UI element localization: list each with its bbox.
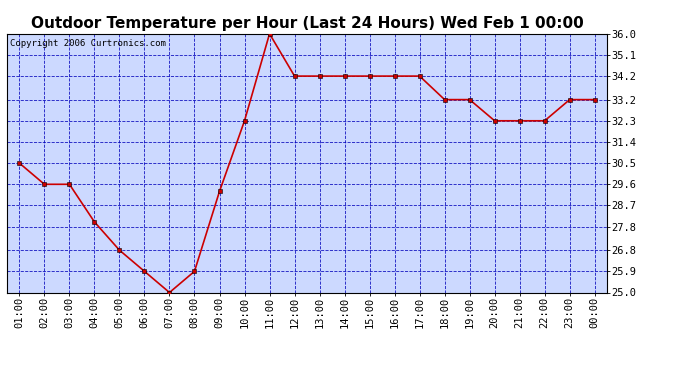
Text: Copyright 2006 Curtronics.com: Copyright 2006 Curtronics.com	[10, 39, 166, 48]
Title: Outdoor Temperature per Hour (Last 24 Hours) Wed Feb 1 00:00: Outdoor Temperature per Hour (Last 24 Ho…	[30, 16, 584, 31]
